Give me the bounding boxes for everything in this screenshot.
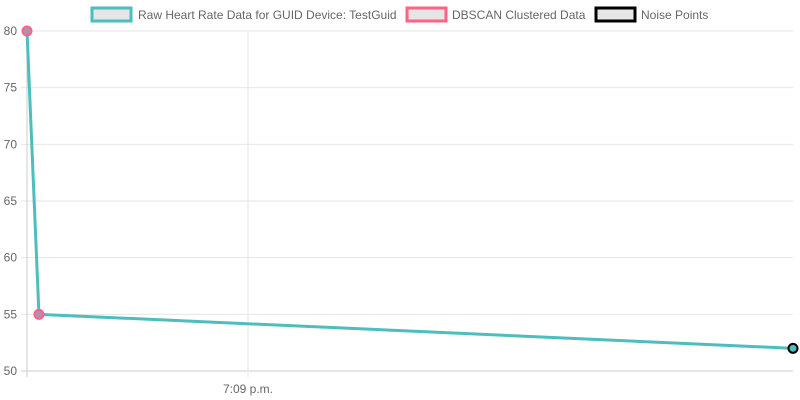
legend-label: Raw Heart Rate Data for GUID Device: Tes… — [138, 8, 397, 22]
y-tick-label: 70 — [4, 137, 18, 151]
legend-label: Noise Points — [641, 8, 708, 22]
y-tick-label: 80 — [4, 24, 18, 38]
y-tick-label: 65 — [4, 194, 18, 208]
legend-swatch — [90, 6, 133, 23]
y-tick-label: 50 — [4, 364, 18, 378]
y-tick-label: 75 — [4, 81, 18, 95]
chart-series — [21, 25, 799, 354]
chart-axes: 50 55 60 65 70 75 80 7:09 p.m. — [4, 24, 273, 396]
legend-label: DBSCAN Clustered Data — [452, 8, 586, 22]
noise-point — [787, 342, 799, 354]
legend-item-noise-points[interactable]: Noise Points — [594, 6, 708, 23]
x-tick-label: 7:09 p.m. — [223, 382, 273, 396]
legend-item-dbscan-clustered[interactable]: DBSCAN Clustered Data — [405, 6, 586, 23]
y-tick-label: 55 — [4, 307, 18, 321]
chart-grid — [21, 30, 793, 377]
cluster-point — [21, 25, 33, 37]
chart-legend: Raw Heart Rate Data for GUID Device: Tes… — [90, 6, 708, 23]
series-line-raw-heart-rate — [25, 30, 794, 350]
legend-item-raw-heart-rate[interactable]: Raw Heart Rate Data for GUID Device: Tes… — [90, 6, 397, 23]
legend-swatch — [405, 6, 448, 23]
y-tick-label: 60 — [4, 251, 18, 265]
cluster-point — [33, 308, 45, 320]
legend-swatch — [594, 6, 637, 23]
